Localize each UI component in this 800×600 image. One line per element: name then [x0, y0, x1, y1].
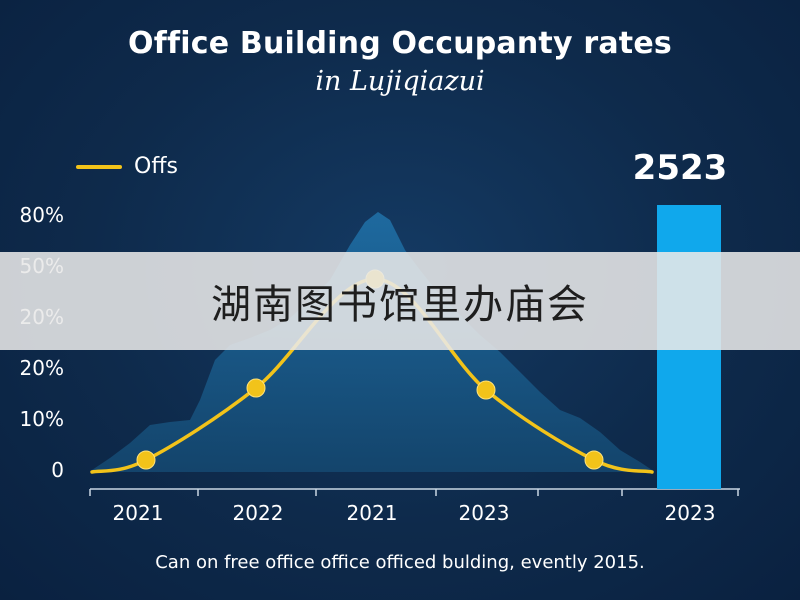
x-tick-label: 2022	[233, 501, 284, 525]
y-tick-label: 80%	[20, 203, 64, 227]
y-tick-label: 0	[51, 458, 64, 482]
banner-text: 湖南图书馆里办庙会	[211, 282, 589, 328]
legend: Offs	[76, 154, 178, 179]
footnote: Can on free office office officed buldin…	[155, 552, 645, 573]
y-tick-label: 20%	[20, 356, 64, 380]
overlay-banner: 湖南图书馆里办庙会	[0, 252, 800, 350]
y-tick-label: 10%	[20, 407, 64, 431]
series-marker	[476, 380, 496, 400]
chart-title: Office Building Occupanty rates	[128, 26, 672, 61]
x-tick-label: 2021	[347, 501, 398, 525]
x-tick-label: 2023	[665, 501, 716, 525]
series-marker	[584, 450, 604, 470]
highlight-number: 2523	[632, 148, 728, 188]
x-tick-label: 2021	[113, 501, 164, 525]
legend-label: Offs	[134, 154, 178, 179]
series-marker	[136, 450, 156, 470]
axis-layer	[89, 488, 740, 496]
x-tick-label: 2023	[459, 501, 510, 525]
chart-subtitle: in Lujiqiazui	[315, 66, 485, 97]
legend-swatch	[76, 164, 122, 169]
series-marker	[246, 378, 266, 398]
